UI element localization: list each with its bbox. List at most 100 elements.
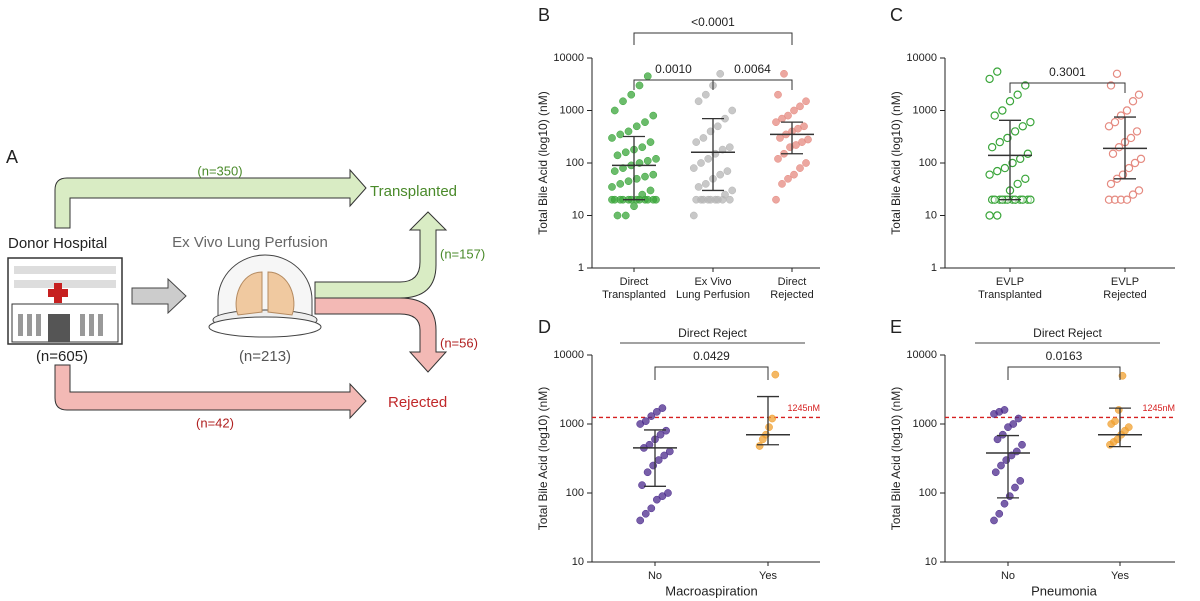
data-point bbox=[1126, 133, 1136, 143]
data-point bbox=[995, 509, 1004, 518]
y-tick-label: 10 bbox=[572, 556, 584, 568]
evlp-count: (n=213) bbox=[239, 348, 291, 365]
data-point bbox=[689, 211, 698, 220]
x-tick-label-line: Rejected bbox=[1103, 289, 1146, 301]
data-point bbox=[1005, 97, 1015, 106]
y-tick-label: 100 bbox=[919, 487, 937, 499]
data-point bbox=[796, 164, 804, 172]
data-point bbox=[610, 195, 619, 204]
data-point bbox=[641, 118, 649, 126]
y-tick-label: 1 bbox=[578, 262, 584, 274]
data-point bbox=[699, 195, 708, 204]
data-point bbox=[716, 69, 725, 78]
data-point bbox=[664, 489, 672, 497]
x-axis-label: Macroaspiration bbox=[665, 583, 758, 598]
comparison-bracket bbox=[712, 79, 793, 90]
data-point bbox=[985, 74, 994, 84]
data-point bbox=[728, 106, 737, 115]
flow-label: (n=157) bbox=[440, 246, 485, 261]
data-point bbox=[755, 442, 764, 450]
data-point bbox=[1112, 69, 1122, 79]
data-point bbox=[1106, 179, 1116, 189]
data-point bbox=[1016, 476, 1025, 485]
donor-label: Donor Hospital bbox=[8, 235, 107, 252]
data-point bbox=[1008, 158, 1017, 168]
data-point bbox=[643, 72, 652, 81]
data-point bbox=[658, 404, 667, 412]
y-tick-label: 10 bbox=[572, 209, 584, 221]
data-point bbox=[632, 174, 641, 183]
data-point bbox=[616, 180, 625, 188]
data-point bbox=[993, 67, 1002, 76]
data-point bbox=[1011, 483, 1019, 492]
p-value: 0.0064 bbox=[734, 62, 771, 76]
data-point bbox=[646, 186, 655, 195]
data-point bbox=[1014, 414, 1023, 423]
data-point bbox=[656, 430, 665, 439]
x-tick-label-line: Rejected bbox=[770, 289, 813, 301]
data-point bbox=[649, 461, 658, 470]
data-point bbox=[765, 423, 773, 432]
data-point bbox=[1023, 149, 1033, 158]
reference-label: 1245nM bbox=[787, 403, 820, 413]
data-point bbox=[1111, 417, 1119, 425]
data-point bbox=[728, 186, 737, 195]
flow-arrow bbox=[131, 277, 187, 315]
data-point bbox=[641, 417, 650, 425]
x-tick-label: Yes bbox=[759, 570, 777, 582]
data-point bbox=[772, 195, 780, 204]
data-point bbox=[653, 495, 661, 504]
data-point bbox=[1026, 195, 1035, 204]
evlp-label: Ex Vivo Lung Perfusion bbox=[172, 234, 328, 251]
data-point bbox=[774, 154, 782, 163]
data-point bbox=[1009, 420, 1018, 428]
data-point bbox=[704, 154, 713, 163]
data-point bbox=[802, 97, 810, 106]
data-point bbox=[1021, 81, 1030, 90]
data-point bbox=[643, 468, 652, 477]
data-point bbox=[610, 167, 619, 175]
flow-label: (n=56) bbox=[440, 335, 478, 350]
data-point bbox=[796, 102, 804, 111]
y-tick-label: 100 bbox=[566, 487, 584, 499]
data-point bbox=[778, 180, 786, 188]
data-point bbox=[998, 430, 1007, 439]
x-tick-label: EVLP Rejected bbox=[1103, 276, 1146, 301]
y-tick-label: 1000 bbox=[560, 418, 584, 430]
data-point bbox=[990, 195, 999, 204]
data-point bbox=[701, 90, 710, 99]
data-point bbox=[985, 211, 994, 220]
panel-letter: E bbox=[890, 317, 902, 337]
data-point bbox=[701, 180, 710, 188]
y-tick-label: 10 bbox=[925, 556, 937, 568]
data-point bbox=[1000, 406, 1009, 414]
data-point bbox=[993, 166, 1002, 176]
data-point bbox=[718, 145, 727, 154]
x-tick-label: Direct Rejected bbox=[770, 276, 813, 301]
panel-letter: B bbox=[538, 5, 550, 25]
data-point bbox=[990, 516, 998, 525]
x-tick-label-line: Direct bbox=[620, 276, 649, 288]
x-tick-label-line: Yes bbox=[759, 570, 777, 582]
data-point bbox=[721, 190, 729, 199]
data-point bbox=[997, 461, 1005, 470]
data-point bbox=[1013, 179, 1022, 189]
data-point bbox=[1118, 371, 1127, 380]
data-point bbox=[1005, 492, 1014, 501]
data-point bbox=[706, 195, 715, 204]
p-value: 0.0429 bbox=[693, 349, 730, 363]
data-point bbox=[694, 97, 703, 106]
x-tick-label-line: Ex Vivo bbox=[694, 276, 731, 288]
data-point bbox=[1110, 117, 1120, 127]
data-point bbox=[638, 143, 647, 152]
data-point bbox=[1124, 423, 1133, 432]
data-point bbox=[621, 148, 630, 157]
data-point bbox=[662, 426, 670, 435]
data-point bbox=[1026, 117, 1035, 127]
data-point bbox=[699, 134, 708, 142]
y-tick-label: 1000 bbox=[913, 104, 937, 116]
y-tick-label: 1000 bbox=[913, 418, 937, 430]
p-value: 0.3001 bbox=[1049, 65, 1086, 79]
data-point bbox=[627, 90, 636, 99]
